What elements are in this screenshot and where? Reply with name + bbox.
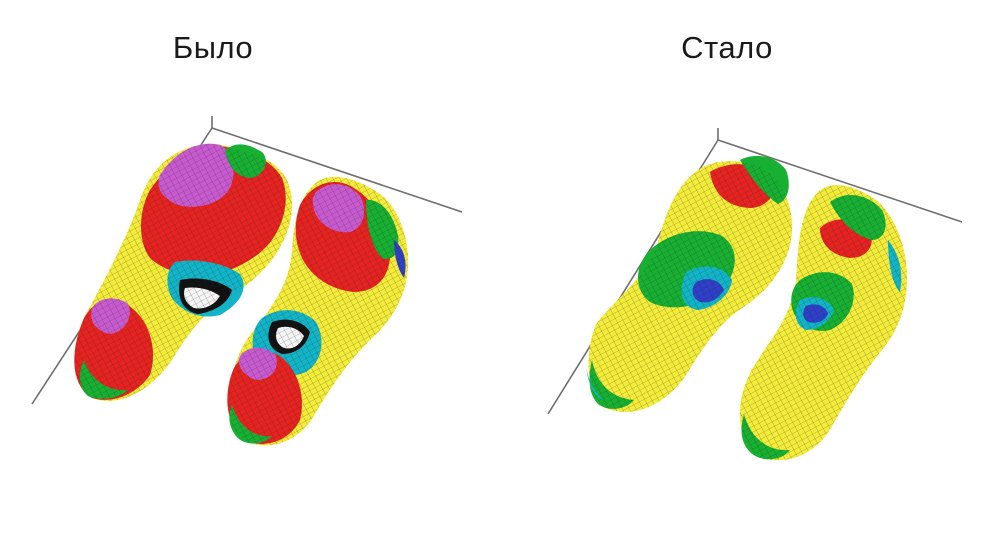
foot-pressure-plot-before [31, 116, 463, 446]
foot-right-after [739, 185, 907, 461]
caption-before: Было [172, 30, 254, 65]
foot-left-after [586, 155, 793, 412]
foot-left-before [74, 143, 292, 401]
foot-pressure-plot-after [547, 128, 963, 461]
caption-after: Стало [681, 30, 773, 65]
foot-right-before [227, 176, 409, 446]
panel-after: Стало [500, 0, 1000, 548]
panel-before: Было [31, 30, 463, 446]
